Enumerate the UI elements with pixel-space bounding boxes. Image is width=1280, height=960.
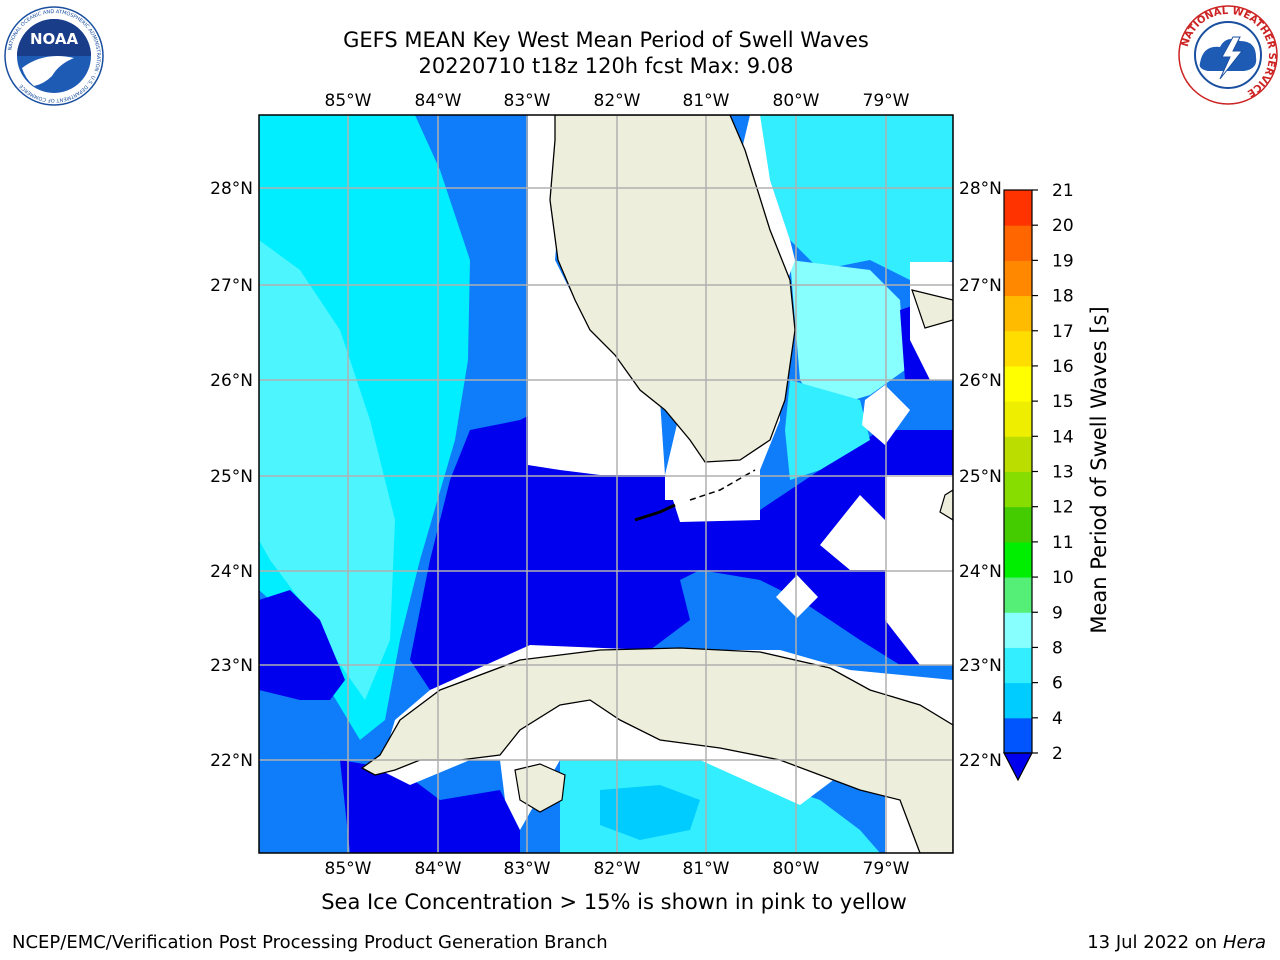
lon-label-top: 85°W <box>325 91 372 111</box>
colorbar-segment <box>1004 717 1032 754</box>
colorbar-segment <box>1004 471 1032 508</box>
lat-label-right: 26°N <box>959 371 1002 391</box>
colorbar-label: Mean Period of Swell Waves [s] <box>1087 306 1111 633</box>
lat-label-right: 24°N <box>959 562 1002 582</box>
lon-label-top: 81°W <box>683 91 730 111</box>
lat-label-left: 25°N <box>210 467 253 487</box>
colorbar-tick-label: 6 <box>1052 674 1063 694</box>
lon-label-bottom: 79°W <box>863 859 910 879</box>
colorbar-tick-label: 4 <box>1052 709 1063 729</box>
lat-label-left: 28°N <box>210 179 253 199</box>
colorbar-tick-label: 17 <box>1052 322 1074 342</box>
lat-label-left: 24°N <box>210 562 253 582</box>
colorbar-segment <box>1004 365 1032 402</box>
map-title: GEFS MEAN Key West Mean Period of Swell … <box>343 28 869 52</box>
colorbar-segment <box>1004 506 1032 543</box>
map-gridlines <box>259 115 953 853</box>
lat-label-right: 22°N <box>959 751 1002 771</box>
lon-label-top: 84°W <box>415 91 462 111</box>
colorbar-underflow <box>1003 752 1033 782</box>
colorbar-tick-label: 8 <box>1052 638 1063 658</box>
lat-label-right: 25°N <box>959 467 1002 487</box>
colorbar-segment <box>1004 330 1032 367</box>
lat-label-left: 26°N <box>210 371 253 391</box>
colorbar-tick-label: 19 <box>1052 251 1074 271</box>
lat-label-left: 23°N <box>210 656 253 676</box>
colorbar-tick-label: 18 <box>1052 287 1074 307</box>
colorbar-tick-label: 15 <box>1052 392 1074 412</box>
colorbar-tick-label: 2 <box>1052 744 1063 764</box>
footer-date: 13 Jul 2022 on Hera <box>1087 932 1266 953</box>
map-subtitle: 20220710 t18z 120h fcst Max: 9.08 <box>418 54 794 78</box>
lat-label-right: 23°N <box>959 656 1002 676</box>
colorbar-tick-label: 9 <box>1052 603 1063 623</box>
colorbar-segment <box>1004 260 1032 297</box>
colorbar-tick-label: 11 <box>1052 533 1074 553</box>
noaa-logo: NOAA NATIONAL OCEANIC AND ATMOSPHERIC AD… <box>4 6 104 106</box>
lat-label-left: 27°N <box>210 276 253 296</box>
lat-label-left: 22°N <box>210 751 253 771</box>
colorbar-tick-label: 10 <box>1052 568 1074 588</box>
colorbar-segment <box>1004 436 1032 472</box>
colorbar-tick-label: 13 <box>1052 463 1074 483</box>
colorbar-segment <box>1004 577 1032 613</box>
lon-label-bottom: 85°W <box>325 859 372 879</box>
colorbar-segment <box>1004 541 1032 578</box>
footer-credit: NCEP/EMC/Verification Post Processing Pr… <box>12 932 608 953</box>
nws-logo: NATIONAL WEATHER SERVICE <box>1178 5 1278 105</box>
colorbar-segment <box>1004 647 1032 684</box>
map-frame <box>258 114 954 854</box>
footer-date-text: 13 Jul 2022 on <box>1087 932 1223 953</box>
noaa-logo-text: NOAA <box>30 30 79 48</box>
lon-label-bottom: 82°W <box>594 859 641 879</box>
colorbar-segment <box>1004 612 1032 648</box>
lon-label-top: 80°W <box>773 91 820 111</box>
colorbar-tick-label: 14 <box>1052 427 1074 447</box>
footer-host: Hera <box>1222 932 1266 953</box>
swell-period-field <box>259 115 953 853</box>
colorbar-segment <box>1004 225 1032 261</box>
colorbar-tick-label: 16 <box>1052 357 1074 377</box>
lat-label-right: 27°N <box>959 276 1002 296</box>
colorbar-tick-label: 12 <box>1052 498 1074 518</box>
colorbar: 2 4 6 8 9 10 11 12 13 14 15 16 17 18 19 20 21 <box>1003 181 1074 782</box>
lon-label-top: 82°W <box>594 91 641 111</box>
colorbar-segment <box>1004 401 1032 437</box>
sea-ice-note: Sea Ice Concentration > 15% is shown in … <box>321 890 907 914</box>
colorbar-segment <box>1004 295 1032 332</box>
colorbar-tick-label: 21 <box>1052 181 1074 201</box>
colorbar-segment <box>1004 682 1032 719</box>
lon-label-bottom: 84°W <box>415 859 462 879</box>
lat-label-right: 28°N <box>959 179 1002 199</box>
lon-label-bottom: 80°W <box>773 859 820 879</box>
lon-label-top: 79°W <box>863 91 910 111</box>
colorbar-tick-label: 20 <box>1052 216 1074 236</box>
colorbar-segment <box>1004 190 1032 226</box>
lon-label-bottom: 83°W <box>504 859 551 879</box>
lon-label-top: 83°W <box>504 91 551 111</box>
lon-label-bottom: 81°W <box>683 859 730 879</box>
